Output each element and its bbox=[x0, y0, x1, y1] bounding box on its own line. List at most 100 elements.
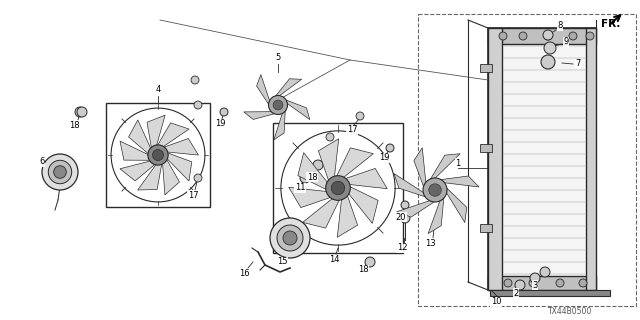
Polygon shape bbox=[447, 188, 467, 223]
Text: 11: 11 bbox=[295, 183, 305, 193]
Text: 4: 4 bbox=[156, 85, 161, 94]
Polygon shape bbox=[431, 154, 460, 179]
Text: 7: 7 bbox=[575, 60, 580, 68]
Circle shape bbox=[543, 30, 553, 40]
Circle shape bbox=[48, 160, 72, 184]
Circle shape bbox=[515, 280, 525, 290]
Polygon shape bbox=[428, 198, 444, 234]
Circle shape bbox=[269, 95, 287, 115]
Circle shape bbox=[152, 149, 164, 161]
Text: 17: 17 bbox=[347, 125, 357, 134]
Circle shape bbox=[300, 173, 310, 183]
Polygon shape bbox=[257, 75, 269, 104]
Text: 14: 14 bbox=[329, 255, 339, 265]
Circle shape bbox=[579, 279, 587, 287]
Circle shape bbox=[281, 131, 395, 245]
Polygon shape bbox=[303, 199, 339, 228]
Text: TX44B0500: TX44B0500 bbox=[548, 308, 592, 316]
Text: 16: 16 bbox=[239, 269, 250, 278]
Polygon shape bbox=[319, 139, 339, 180]
Polygon shape bbox=[397, 201, 434, 217]
Polygon shape bbox=[164, 139, 198, 155]
Text: 1: 1 bbox=[456, 158, 461, 167]
Polygon shape bbox=[120, 141, 149, 160]
Circle shape bbox=[111, 108, 205, 202]
Polygon shape bbox=[129, 120, 150, 154]
Circle shape bbox=[194, 174, 202, 182]
Bar bbox=[106, 103, 210, 207]
Polygon shape bbox=[337, 148, 373, 177]
Circle shape bbox=[541, 55, 555, 69]
Text: 18: 18 bbox=[68, 121, 79, 130]
Circle shape bbox=[423, 178, 447, 202]
Polygon shape bbox=[167, 153, 192, 181]
Circle shape bbox=[556, 279, 564, 287]
Polygon shape bbox=[286, 100, 310, 120]
Text: 9: 9 bbox=[563, 37, 568, 46]
Circle shape bbox=[386, 144, 394, 152]
Circle shape bbox=[77, 107, 87, 117]
Polygon shape bbox=[346, 168, 387, 189]
Circle shape bbox=[220, 108, 228, 116]
Circle shape bbox=[75, 107, 85, 117]
Circle shape bbox=[42, 154, 78, 190]
Text: 12: 12 bbox=[397, 244, 407, 252]
Circle shape bbox=[313, 160, 323, 170]
Text: 10: 10 bbox=[491, 298, 501, 307]
Circle shape bbox=[530, 273, 540, 283]
Circle shape bbox=[270, 218, 310, 258]
Bar bbox=[480, 144, 492, 152]
Circle shape bbox=[332, 181, 345, 195]
Circle shape bbox=[586, 32, 594, 40]
Polygon shape bbox=[441, 176, 479, 187]
Text: 2: 2 bbox=[513, 289, 518, 298]
Polygon shape bbox=[276, 79, 301, 96]
Bar bbox=[490, 290, 610, 296]
Bar bbox=[488, 28, 502, 290]
Text: FR.: FR. bbox=[601, 19, 620, 29]
Text: 17: 17 bbox=[188, 190, 198, 199]
Circle shape bbox=[194, 101, 202, 109]
Text: 20: 20 bbox=[396, 212, 406, 221]
Circle shape bbox=[429, 184, 441, 196]
Polygon shape bbox=[120, 161, 155, 181]
Text: 3: 3 bbox=[532, 281, 538, 290]
Text: 19: 19 bbox=[215, 119, 225, 129]
Polygon shape bbox=[147, 115, 165, 148]
Polygon shape bbox=[394, 173, 425, 197]
Circle shape bbox=[401, 201, 409, 209]
Bar bbox=[480, 64, 492, 72]
Circle shape bbox=[544, 32, 552, 40]
Text: 13: 13 bbox=[425, 238, 435, 247]
Polygon shape bbox=[414, 148, 426, 187]
Circle shape bbox=[283, 231, 297, 245]
Bar bbox=[586, 28, 596, 290]
Circle shape bbox=[540, 267, 550, 277]
Polygon shape bbox=[157, 123, 189, 147]
Circle shape bbox=[569, 32, 577, 40]
Circle shape bbox=[400, 213, 410, 223]
Circle shape bbox=[544, 42, 556, 54]
Circle shape bbox=[273, 100, 283, 110]
Circle shape bbox=[504, 279, 512, 287]
Circle shape bbox=[529, 279, 537, 287]
Polygon shape bbox=[349, 187, 378, 223]
Bar bbox=[480, 224, 492, 232]
Bar bbox=[418, 14, 636, 306]
Circle shape bbox=[365, 257, 375, 267]
Text: 6: 6 bbox=[39, 157, 45, 166]
Text: 18: 18 bbox=[358, 266, 368, 275]
Circle shape bbox=[277, 225, 303, 251]
Circle shape bbox=[148, 145, 168, 165]
Text: 15: 15 bbox=[276, 258, 287, 267]
Polygon shape bbox=[289, 187, 330, 208]
Circle shape bbox=[326, 133, 334, 141]
Polygon shape bbox=[274, 111, 285, 140]
Circle shape bbox=[519, 32, 527, 40]
Polygon shape bbox=[298, 153, 327, 189]
Bar bbox=[273, 123, 403, 253]
Circle shape bbox=[301, 174, 309, 182]
Text: 18: 18 bbox=[307, 172, 317, 181]
Circle shape bbox=[356, 112, 364, 120]
Circle shape bbox=[326, 176, 350, 200]
